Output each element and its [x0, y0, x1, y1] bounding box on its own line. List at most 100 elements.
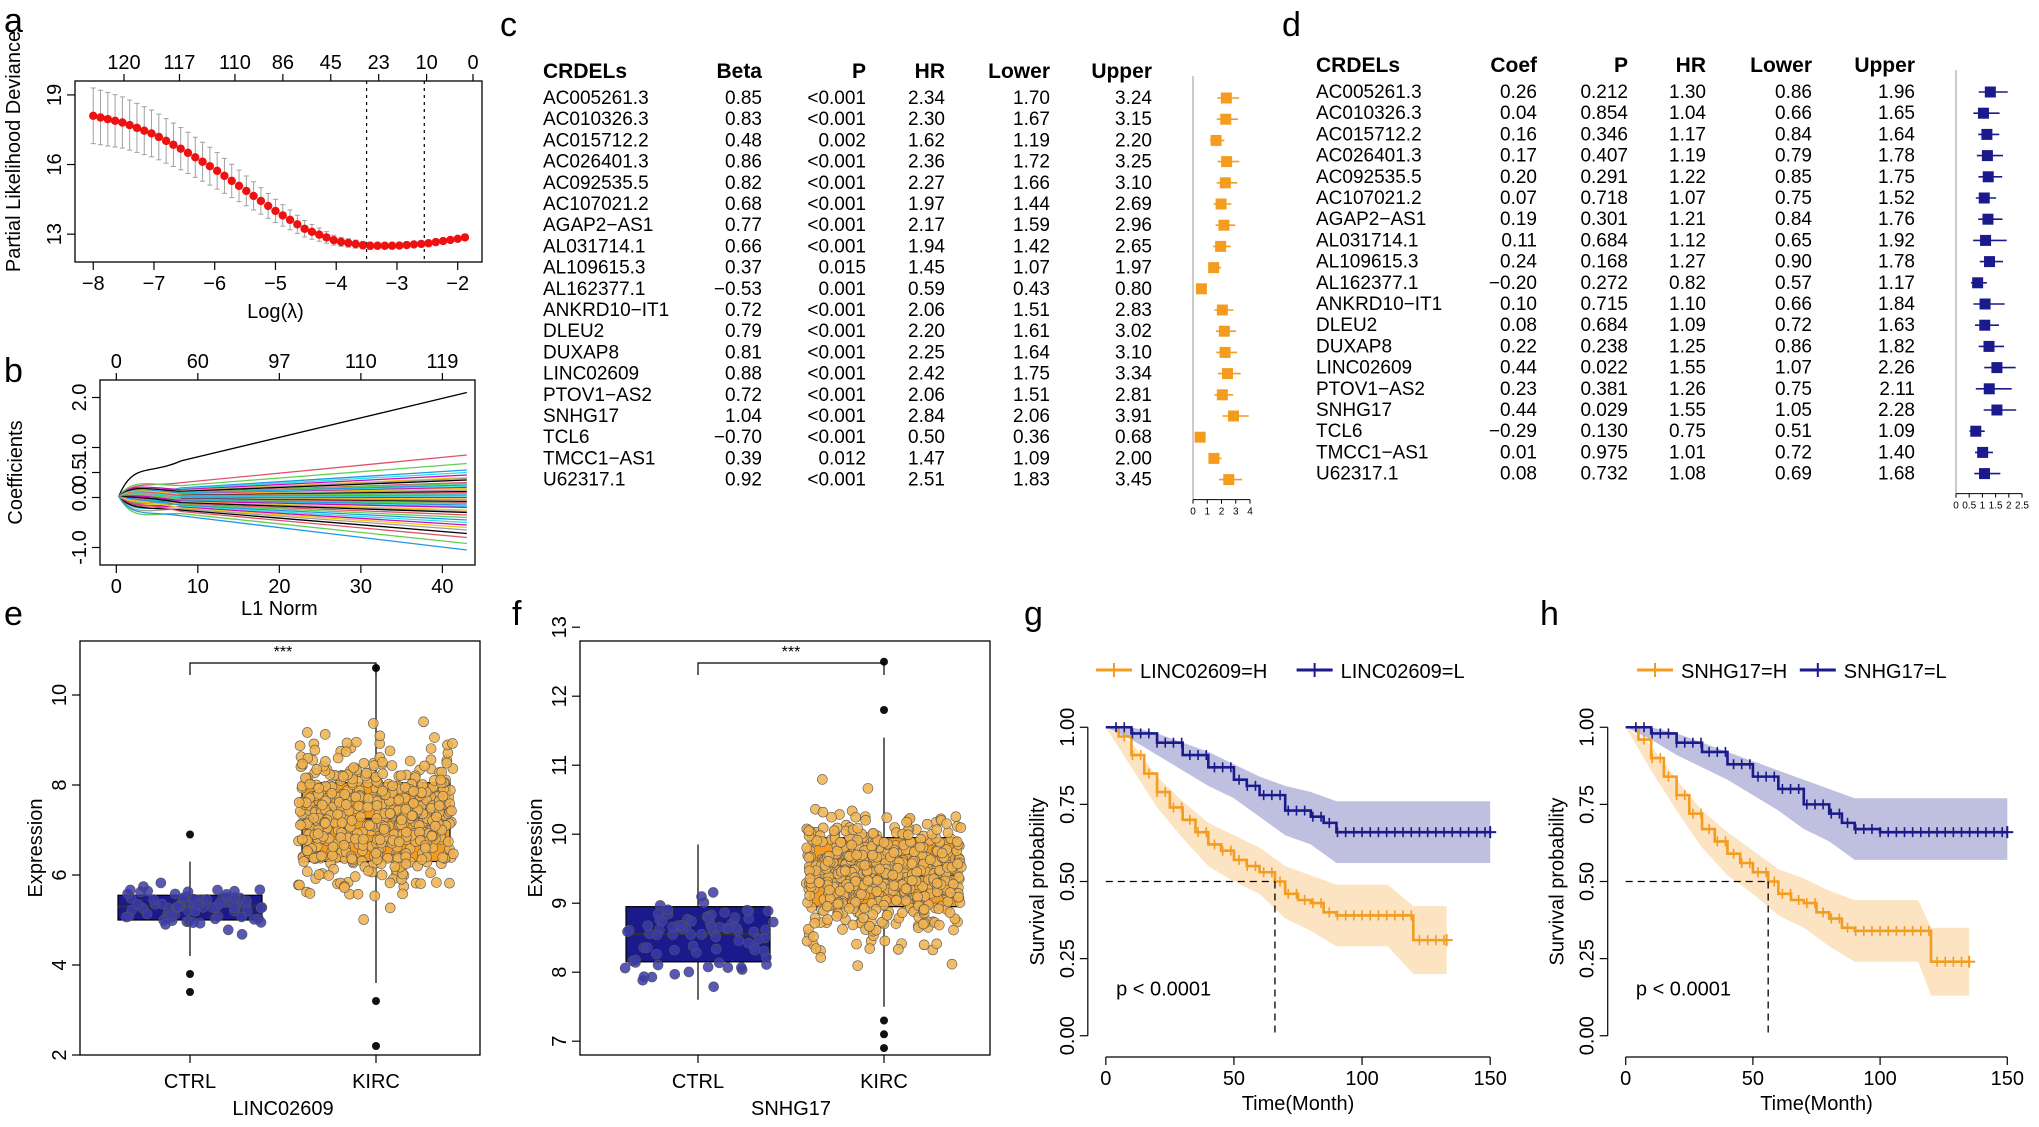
panel-a-x-tick-label: −7	[143, 273, 166, 295]
panel-e-y-tick-label: 6	[49, 869, 71, 880]
panel-f-point	[901, 816, 912, 828]
panel-c-cell: <0.001	[807, 427, 866, 448]
panel-a-point	[89, 111, 98, 121]
panel-b-path	[118, 495, 467, 521]
panel-c-header-upper: Upper	[1091, 60, 1152, 83]
panel-b-x-tick-label: 0	[111, 576, 122, 598]
panel-e-point	[236, 911, 247, 923]
panel-b-top-tick-label: 110	[345, 351, 377, 373]
panel-e-point	[308, 812, 320, 824]
panel-d-cell: 1.21	[1669, 209, 1706, 230]
panel-d-cell: 1.84	[1878, 294, 1915, 315]
panel-h-pvalue: p < 0.0001	[1636, 979, 1731, 1001]
panel-e-point	[340, 799, 352, 810]
panel-d-cell: 0.17	[1500, 146, 1537, 167]
panel-c-cell: DLEU2	[543, 321, 604, 342]
panel-b-x-tick-label: 10	[187, 576, 209, 598]
panel-f-point	[722, 962, 734, 973]
panel-c-cell: AL109615.3	[543, 258, 646, 279]
panel-e-point	[377, 785, 388, 797]
panel-d-cell: 0.407	[1580, 146, 1628, 167]
panel-h-y-tick-label: 0.00	[1577, 1016, 1599, 1055]
panel-f-point	[748, 926, 760, 938]
panel-h-legend-label-1: SNHG17=L	[1844, 661, 1947, 683]
panel-e-point	[302, 866, 313, 877]
panel-c-cell: 0.86	[725, 152, 762, 173]
panel-c-cell: 0.68	[1115, 427, 1152, 448]
panel-f-point	[669, 944, 680, 956]
panel-f-point	[931, 938, 943, 950]
panel-f-point	[667, 921, 678, 933]
panel-a-point	[453, 234, 462, 243]
panel-e-point	[374, 730, 386, 742]
panel-f-point	[710, 943, 722, 955]
panel-e-point	[304, 888, 316, 899]
panel-e-point	[363, 865, 374, 877]
panel-h-y-tick-label: 0.50	[1577, 862, 1599, 901]
panel-e-point	[362, 801, 374, 813]
panel-f-point	[918, 939, 930, 951]
panel-d-forest-hr-square	[1977, 446, 1989, 458]
panel-f-point	[710, 931, 722, 943]
panel-f-point	[706, 922, 717, 933]
panel-d-cell: 1.78	[1878, 146, 1915, 167]
panel-b-x-tick-label: 20	[268, 576, 290, 598]
panel-a-x-tick-label: −4	[325, 273, 348, 295]
panel-c-cell: 1.44	[1013, 194, 1050, 215]
panel-c-cell: AC107021.2	[543, 194, 649, 215]
panel-d-cell: 1.65	[1878, 103, 1915, 124]
panel-a-y-tick-label: 16	[44, 153, 66, 175]
panel-d-forest-tick-label: 2.5	[2015, 501, 2029, 512]
panel-a-point	[351, 239, 360, 249]
panel-c-cell: 1.64	[1013, 342, 1050, 363]
panel-d-header-hr: HR	[1676, 54, 1706, 77]
panel-f-x-tick-label: KIRC	[860, 1071, 908, 1093]
panel-f-point	[736, 962, 747, 973]
panel-d-forest-hr-square	[1979, 298, 1991, 310]
panel-d-cell: 1.30	[1669, 82, 1706, 103]
panel-e-point	[346, 853, 358, 864]
panel-a-point	[395, 241, 404, 250]
panel-d-cell: 0.854	[1580, 103, 1628, 124]
panel-e-point	[221, 889, 232, 900]
panel-c-cell: TMCC1−AS1	[543, 448, 655, 469]
panel-c-cell: DUXAP8	[543, 342, 619, 363]
panel-f-point	[941, 818, 953, 829]
panel-b-y-tick-label: -1.0	[69, 530, 91, 564]
panel-f-point	[703, 912, 715, 923]
panel-d-cell: 0.04	[1500, 103, 1537, 124]
panel-c-cell: 2.36	[908, 152, 945, 173]
panel-d-cell: 0.975	[1580, 442, 1628, 463]
panel-e-point	[160, 919, 171, 930]
panel-label-e: e	[4, 595, 23, 633]
panel-c-cell: −0.53	[714, 279, 762, 300]
panel-f-point	[651, 948, 662, 960]
panel-d-forest-hr-square	[1982, 213, 1994, 225]
panel-d-forest-hr-square	[1970, 425, 1982, 437]
panel-e-point	[425, 743, 437, 754]
panel-a-point	[227, 176, 236, 186]
panel-f-point	[685, 929, 697, 940]
panel-e-outlier	[372, 1042, 380, 1050]
panel-c-cell: 1.45	[908, 258, 945, 279]
panel-b-path	[118, 496, 467, 535]
panel-c-cell: 0.77	[725, 215, 762, 236]
panel-e-point	[296, 834, 308, 845]
panel-a-point	[140, 126, 149, 135]
panel-f-point	[652, 908, 664, 920]
panel-f-frame	[579, 640, 991, 1056]
panel-a-point	[212, 166, 222, 176]
panel-a-top-tick-label: 45	[320, 52, 342, 74]
panel-c-cell: 2.30	[908, 109, 945, 130]
panel-d-cell: 1.26	[1669, 379, 1706, 400]
panel-d-cell: 1.07	[1775, 358, 1812, 379]
panel-label-g: g	[1024, 595, 1043, 633]
panel-d-cell: 0.732	[1580, 464, 1628, 485]
panel-d-cell: 0.715	[1580, 294, 1628, 315]
panel-c-cell: <0.001	[807, 342, 866, 363]
panel-d-cell: 0.20	[1500, 167, 1537, 188]
panel-f-point	[933, 903, 945, 915]
panel-a-top-tick-label: 23	[368, 52, 390, 74]
panel-f-point	[762, 905, 774, 917]
panel-b-y-tick-label: 0.5	[69, 459, 91, 487]
